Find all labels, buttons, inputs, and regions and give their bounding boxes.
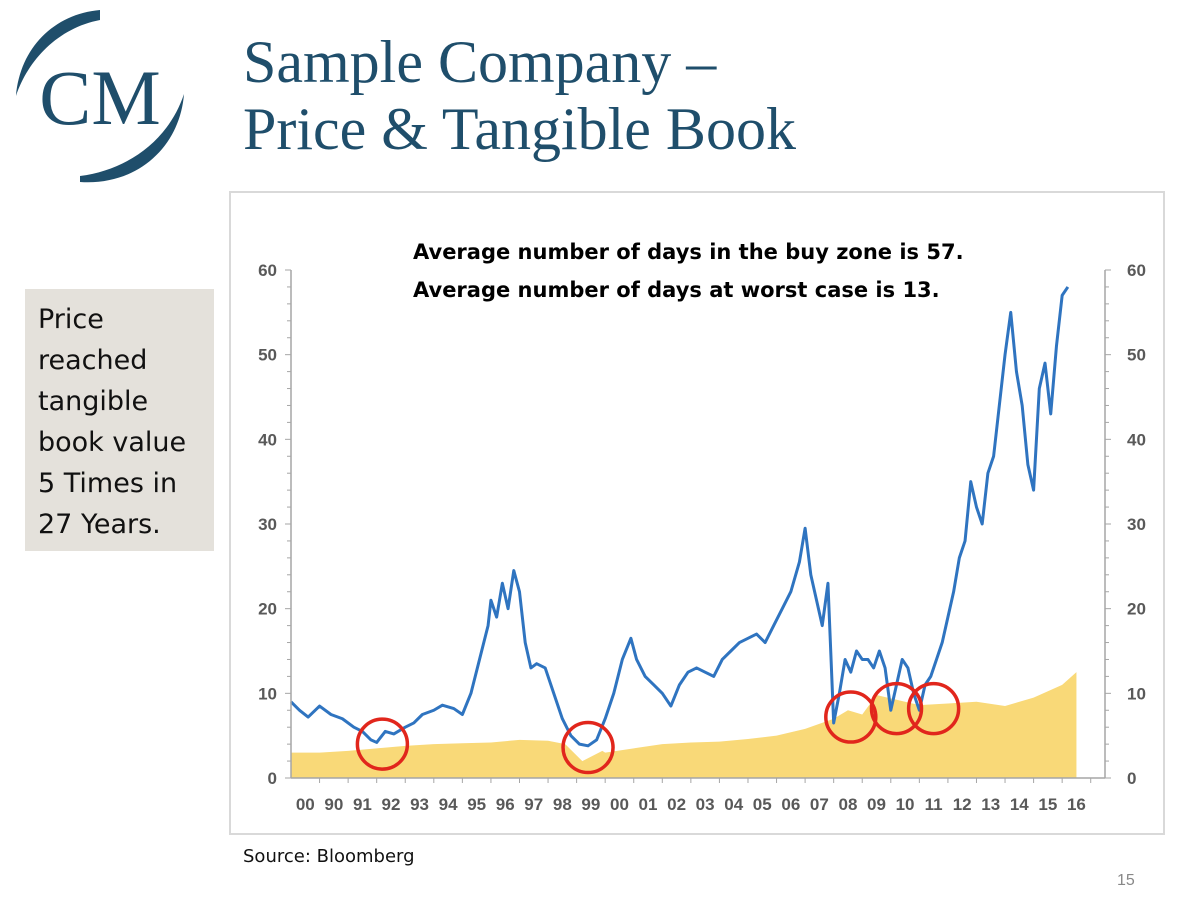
callout-line: book value xyxy=(38,427,187,458)
x-tick-label: 07 xyxy=(810,795,829,814)
y-tick-label-right: 10 xyxy=(1127,684,1146,703)
highlight-circles-layer xyxy=(355,681,961,775)
callout-line: 5 Times in xyxy=(38,468,178,499)
callout-box: Price reached tangible book value 5 Time… xyxy=(25,289,214,551)
x-tick-label: 90 xyxy=(324,795,343,814)
x-tick-label: 08 xyxy=(838,795,857,814)
x-tick-label: 96 xyxy=(496,795,515,814)
book-area-layer xyxy=(291,672,1077,778)
x-tick-label: 01 xyxy=(639,795,658,814)
x-tick-label: 13 xyxy=(981,795,1000,814)
y-tick-label-left: 10 xyxy=(258,684,277,703)
x-tick-label: 05 xyxy=(753,795,772,814)
slide-title-line-1: Sample Company – xyxy=(243,29,717,95)
source-note: Source: Bloomberg xyxy=(243,846,415,867)
highlight-circle xyxy=(869,681,924,736)
price-line xyxy=(289,286,1070,748)
x-tick-label: 03 xyxy=(696,795,715,814)
tangible-book-area xyxy=(291,672,1077,778)
highlight-circle xyxy=(824,690,878,744)
x-tick-label: 91 xyxy=(353,795,372,814)
highlight-circle xyxy=(561,720,615,775)
page-number: 15 xyxy=(1117,872,1135,889)
x-tick-label: 92 xyxy=(382,795,401,814)
x-tick-label: 94 xyxy=(439,795,458,814)
chart-frame: 0 0 10 10 20 20 30 30 40 40 50 50 60 60 00 90 91 92 93 94 95… xyxy=(229,191,1165,835)
highlight-circle xyxy=(906,681,961,736)
y-tick-label-right: 0 xyxy=(1127,769,1136,788)
x-tick-label: 00 xyxy=(296,795,315,814)
highlight-circle xyxy=(355,717,410,771)
y-tick-label-left: 0 xyxy=(268,769,277,788)
x-tick-label: 97 xyxy=(524,795,543,814)
annotation-line-1: Average number of days in the buy zone i… xyxy=(413,240,964,264)
y-tick-label-right: 30 xyxy=(1127,515,1146,534)
y-tick-label-right: 20 xyxy=(1127,600,1146,619)
callout-line: Price xyxy=(38,304,104,335)
y-tick-label-right: 40 xyxy=(1127,430,1146,449)
x-tick-label: 15 xyxy=(1038,795,1057,814)
x-tick-label: 99 xyxy=(581,795,600,814)
x-tick-label: 10 xyxy=(896,795,915,814)
x-tick-label: 98 xyxy=(553,795,572,814)
price-line-layer xyxy=(289,286,1070,748)
y-tick-label-left: 30 xyxy=(258,515,277,534)
x-tick-label: 12 xyxy=(953,795,972,814)
x-tick-label: 04 xyxy=(724,795,743,814)
logo-text: CM xyxy=(39,54,160,141)
y-tick-label-right: 60 xyxy=(1127,261,1146,280)
y-tick-label-left: 20 xyxy=(258,600,277,619)
slide-title-line-2: Price & Tangible Book xyxy=(243,96,796,162)
x-tick-label: 02 xyxy=(667,795,686,814)
x-tick-label: 16 xyxy=(1067,795,1086,814)
x-tick-label: 14 xyxy=(1010,795,1029,814)
x-tick-label: 09 xyxy=(867,795,886,814)
cm-logo: CM xyxy=(16,10,184,183)
x-tick-label: 00 xyxy=(610,795,629,814)
y-tick-label-left: 60 xyxy=(258,261,277,280)
logo-arc-bottom xyxy=(80,94,184,183)
y-tick-label-left: 40 xyxy=(258,430,277,449)
callout-line: 27 Years. xyxy=(38,509,161,540)
x-tick-label: 95 xyxy=(467,795,486,814)
y-tick-label-right: 50 xyxy=(1127,346,1146,365)
x-tick-label: 93 xyxy=(410,795,429,814)
x-tick-label: 06 xyxy=(781,795,800,814)
callout-line: tangible xyxy=(38,386,149,417)
x-tick-label: 11 xyxy=(925,795,943,814)
y-tick-label-left: 50 xyxy=(258,346,277,365)
callout-line: reached xyxy=(38,345,148,376)
annotation-line-2: Average number of days at worst case is … xyxy=(413,278,940,302)
logo-arc-top xyxy=(16,10,100,96)
